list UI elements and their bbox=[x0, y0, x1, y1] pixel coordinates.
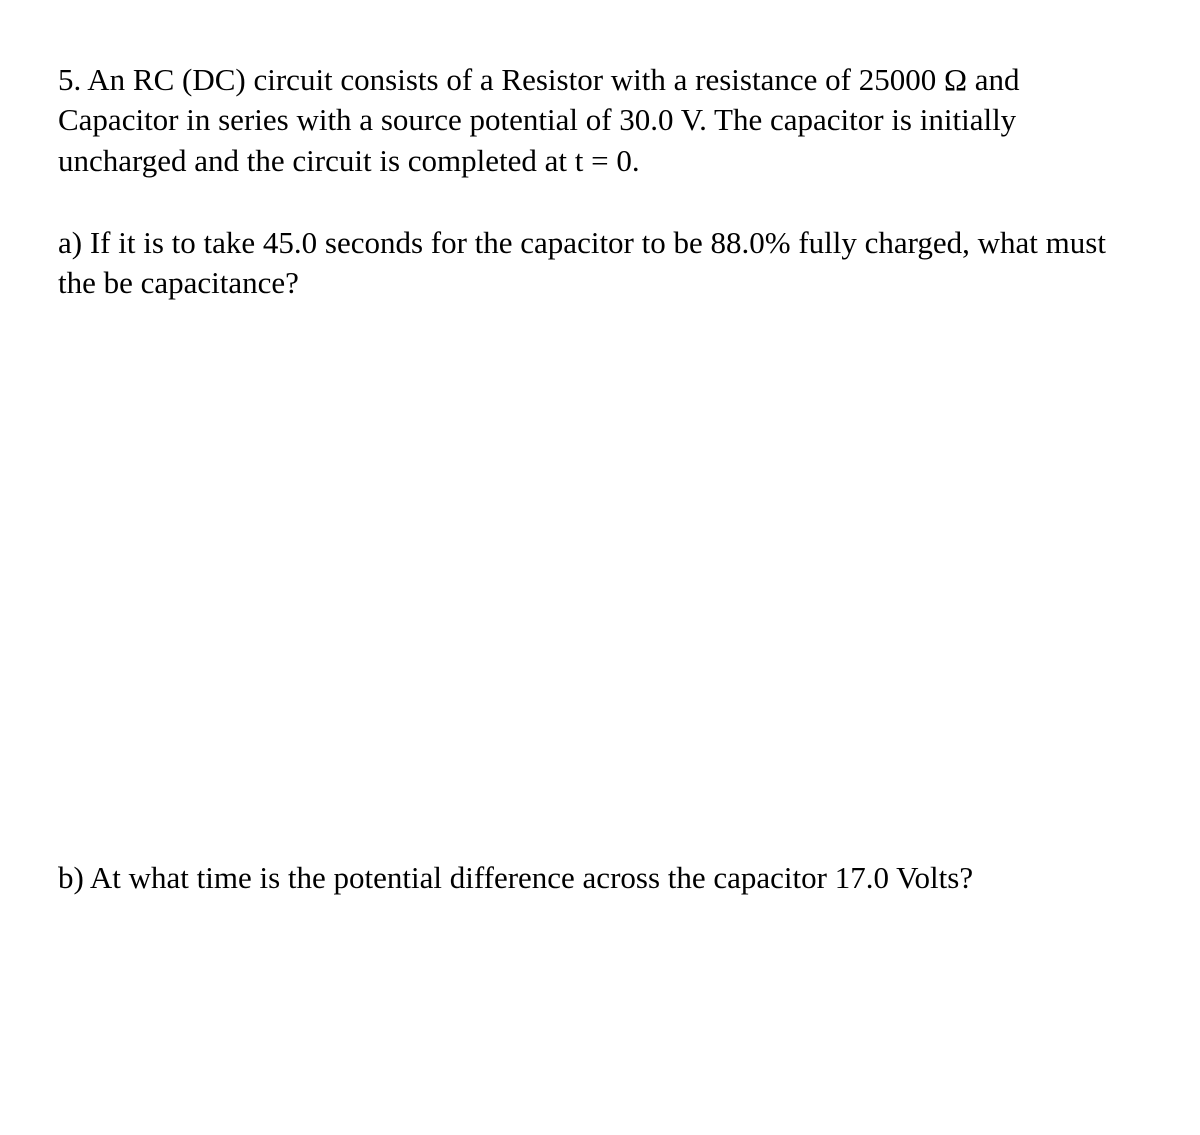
question-intro: 5. An RC (DC) circuit consists of a Resi… bbox=[58, 60, 1142, 181]
question-part-a: a) If it is to take 45.0 seconds for the… bbox=[58, 223, 1142, 304]
question-part-b: b) At what time is the potential differe… bbox=[58, 858, 1142, 898]
